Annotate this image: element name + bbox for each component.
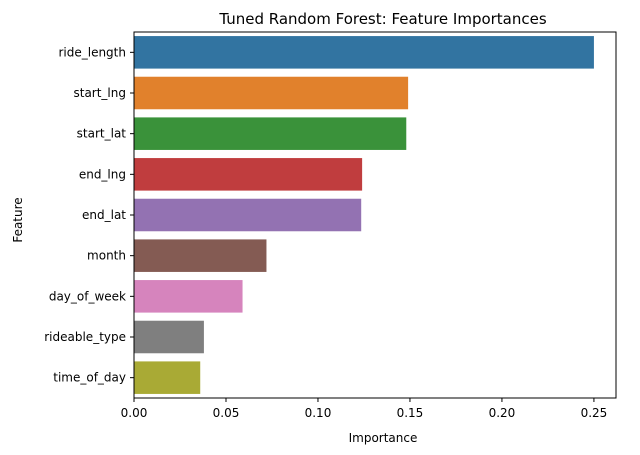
bars-group	[134, 36, 594, 394]
x-tick-label: 0.05	[213, 406, 240, 420]
y-tick-label: ride_length	[58, 45, 126, 59]
plot-frame	[133, 31, 617, 399]
x-tick-label: 0.25	[581, 406, 608, 420]
bar-end-lng	[134, 158, 363, 191]
bar-start-lng	[134, 76, 409, 110]
y-tick-label: month	[87, 249, 126, 263]
x-tick-label: 0.20	[489, 406, 516, 420]
bar-rideable-type	[134, 320, 204, 354]
bar-start-lat	[134, 117, 407, 150]
y-tick-label: start_lng	[73, 86, 126, 100]
bar-ride-length	[134, 36, 594, 69]
x-tick-label: 0.15	[397, 406, 424, 420]
y-tick-label: end_lat	[82, 208, 126, 222]
bar-day-of-week	[134, 280, 243, 313]
chart-title: Tuned Random Forest: Feature Importances	[218, 10, 547, 28]
y-tick-label: end_lng	[79, 167, 126, 181]
y-axis-label: Feature	[11, 197, 25, 242]
x-tick-label: 0.00	[121, 406, 148, 420]
bar-end-lat	[134, 198, 362, 232]
y-tick-label: time_of_day	[53, 371, 126, 385]
y-tick-label: day_of_week	[49, 289, 126, 303]
y-tick-label: rideable_type	[44, 330, 126, 344]
x-axis-label: Importance	[349, 431, 418, 445]
bar-month	[134, 239, 267, 272]
bar-time-of-day	[134, 361, 201, 394]
y-tick-label: start_lat	[77, 127, 127, 141]
y-axis-ticks: ride_length start_lng start_lat end_lng end_…	[44, 45, 134, 385]
x-tick-label: 0.10	[305, 406, 332, 420]
x-axis-ticks: 0.00 0.05 0.10 0.15 0.20 0.25	[121, 398, 608, 420]
